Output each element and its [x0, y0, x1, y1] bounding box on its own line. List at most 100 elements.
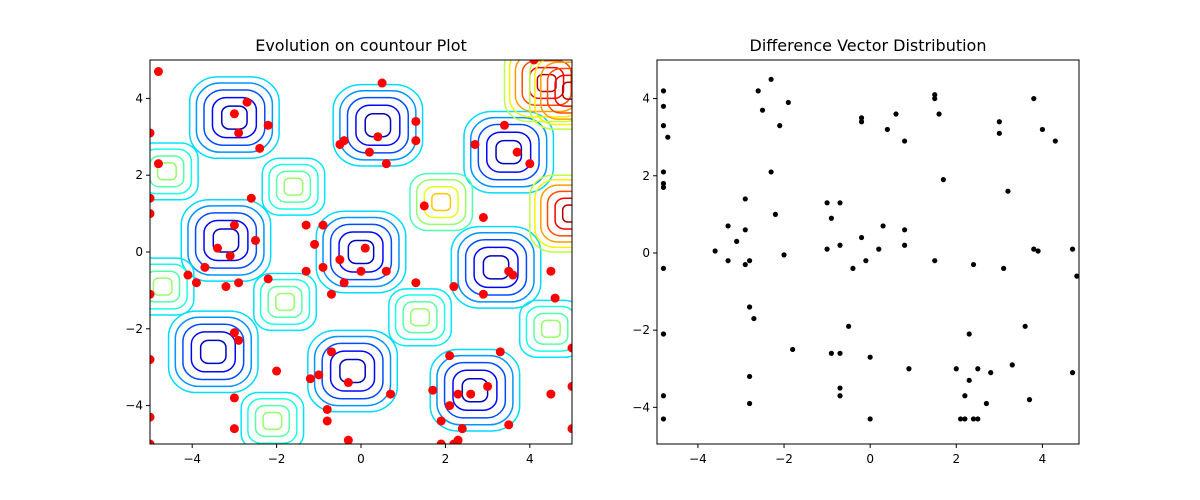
- difference-vector-point: [966, 377, 972, 383]
- population-point: [449, 282, 459, 292]
- population-point: [310, 239, 320, 249]
- population-point: [529, 60, 539, 65]
- difference-vector-point: [790, 346, 796, 353]
- difference-vector-point: [1026, 397, 1033, 403]
- contour-line: [180, 199, 272, 282]
- scatter-x-tick-label: −4: [689, 452, 707, 466]
- contour-line: [525, 305, 572, 352]
- difference-vector-point: [777, 123, 783, 129]
- contour-line: [182, 323, 245, 381]
- difference-vector-point: [660, 180, 667, 187]
- contour-x-tick-label: 2: [442, 452, 450, 466]
- population-point: [453, 435, 463, 444]
- scatter-y-tick-label: 4: [642, 92, 650, 106]
- difference-vector-point: [660, 88, 667, 94]
- contour-line: [533, 312, 569, 345]
- scatter-y-tick-label: −4: [632, 400, 650, 414]
- difference-vector-point: [660, 265, 667, 272]
- difference-vector-point: [751, 315, 757, 322]
- difference-vector-point: [893, 111, 899, 117]
- contour-line: [150, 142, 199, 201]
- difference-vector-point: [746, 373, 753, 380]
- difference-vector-point: [932, 92, 938, 98]
- scatter-frame: [656, 59, 1080, 445]
- contour-line: [240, 391, 305, 444]
- difference-vector-point: [867, 354, 873, 360]
- contour-line: [443, 361, 507, 419]
- contour-line: [321, 342, 384, 400]
- difference-vector-point: [884, 126, 890, 133]
- contour-plot-area: [150, 60, 572, 444]
- population-point: [326, 347, 336, 357]
- difference-vector-point: [665, 134, 671, 140]
- contour-y-tick-label: 2: [135, 168, 143, 182]
- population-point: [428, 385, 438, 395]
- difference-vector-point: [957, 416, 964, 422]
- contour-line: [259, 278, 311, 325]
- population-point: [364, 147, 374, 157]
- population-point: [246, 193, 256, 203]
- population-point: [305, 374, 315, 384]
- difference-vector-point: [867, 416, 873, 422]
- contour-y-tick-label: −4: [125, 399, 143, 413]
- contour-line: [410, 308, 431, 327]
- population-point: [495, 347, 505, 357]
- scatter-y-tick-label: −2: [632, 323, 650, 337]
- scatter-y-tick-label: 2: [642, 169, 650, 183]
- contour-line: [313, 335, 392, 407]
- contour-line: [469, 116, 548, 188]
- population-point: [445, 401, 455, 411]
- population-point: [326, 289, 336, 299]
- population-point: [255, 143, 265, 153]
- difference-vector-point: [1022, 323, 1028, 329]
- contour-line: [267, 285, 303, 319]
- population-point: [213, 243, 223, 253]
- population-point: [234, 335, 244, 345]
- population-point: [150, 289, 155, 299]
- population-point: [478, 289, 488, 299]
- contour-line: [431, 192, 452, 212]
- contour-line: [409, 172, 474, 232]
- contour-line: [394, 294, 446, 341]
- contour-line: [322, 216, 400, 288]
- population-point: [411, 136, 421, 146]
- population-point: [356, 266, 366, 276]
- contour-line: [514, 60, 572, 113]
- population-point: [478, 212, 488, 222]
- population-point: [229, 328, 239, 338]
- contour-line: [253, 272, 318, 332]
- population-point: [436, 416, 446, 426]
- contour-chart: Evolution on countour Plot −4 −2 0 2 4 −4 −2 0 2…: [125, 36, 573, 466]
- contour-line: [307, 329, 399, 413]
- population-point: [411, 116, 421, 126]
- contour-line: [521, 60, 572, 107]
- difference-vector-point: [746, 400, 753, 407]
- contour-line: [174, 316, 253, 388]
- difference-vector-point: [768, 76, 774, 82]
- contour-x-tick-label: −2: [268, 452, 286, 466]
- contour-line: [283, 177, 304, 196]
- difference-vector-point: [742, 261, 748, 268]
- difference-vector-point: [785, 99, 791, 106]
- difference-vector-point: [759, 107, 766, 113]
- contour-line: [150, 270, 181, 303]
- contour-line: [156, 162, 177, 181]
- population-point: [229, 109, 239, 119]
- population-point: [150, 355, 155, 365]
- contour-line: [388, 288, 453, 347]
- contour-line: [203, 219, 249, 262]
- contour-y-tick-label: −2: [125, 322, 143, 336]
- population-point: [229, 220, 239, 230]
- difference-vector-point: [1074, 273, 1080, 279]
- difference-vector-point: [660, 393, 667, 399]
- contour-line: [457, 232, 535, 303]
- scatter-y-tick-label: 0: [642, 246, 650, 260]
- difference-vector-point: [837, 385, 843, 391]
- difference-vector-point: [1031, 95, 1037, 102]
- population-point: [343, 435, 353, 444]
- population-point: [508, 270, 518, 280]
- population-point: [550, 293, 560, 303]
- population-point: [457, 424, 467, 434]
- contour-line: [268, 163, 319, 210]
- population-point: [436, 439, 446, 444]
